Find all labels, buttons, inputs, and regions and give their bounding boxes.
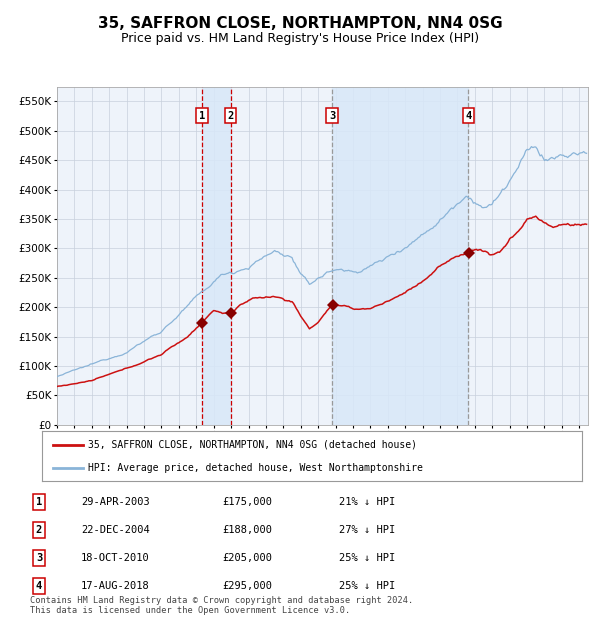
Bar (332, 87, 469, 425)
Text: 2: 2 (36, 525, 42, 535)
Text: 1: 1 (36, 497, 42, 507)
Text: £175,000: £175,000 (222, 497, 272, 507)
Text: HPI: Average price, detached house, West Northamptonshire: HPI: Average price, detached house, West… (88, 463, 423, 473)
Text: 2: 2 (227, 110, 234, 120)
Text: 29-APR-2003: 29-APR-2003 (81, 497, 150, 507)
Text: 3: 3 (329, 110, 335, 120)
Text: £295,000: £295,000 (222, 581, 272, 591)
Text: 4: 4 (465, 110, 472, 120)
Text: Contains HM Land Registry data © Crown copyright and database right 2024.
This d: Contains HM Land Registry data © Crown c… (30, 596, 413, 615)
Bar (202, 87, 230, 425)
Text: 4: 4 (36, 581, 42, 591)
Text: 25% ↓ HPI: 25% ↓ HPI (339, 553, 395, 563)
Text: 18-OCT-2010: 18-OCT-2010 (81, 553, 150, 563)
Text: Price paid vs. HM Land Registry's House Price Index (HPI): Price paid vs. HM Land Registry's House … (121, 32, 479, 45)
Text: 21% ↓ HPI: 21% ↓ HPI (339, 497, 395, 507)
Text: £188,000: £188,000 (222, 525, 272, 535)
Text: 22-DEC-2004: 22-DEC-2004 (81, 525, 150, 535)
Text: 35, SAFFRON CLOSE, NORTHAMPTON, NN4 0SG (detached house): 35, SAFFRON CLOSE, NORTHAMPTON, NN4 0SG … (88, 440, 417, 450)
Text: 25% ↓ HPI: 25% ↓ HPI (339, 581, 395, 591)
Text: 3: 3 (36, 553, 42, 563)
Text: 1: 1 (199, 110, 205, 120)
Text: 17-AUG-2018: 17-AUG-2018 (81, 581, 150, 591)
Text: 35, SAFFRON CLOSE, NORTHAMPTON, NN4 0SG: 35, SAFFRON CLOSE, NORTHAMPTON, NN4 0SG (98, 16, 502, 31)
Text: 27% ↓ HPI: 27% ↓ HPI (339, 525, 395, 535)
Text: £205,000: £205,000 (222, 553, 272, 563)
